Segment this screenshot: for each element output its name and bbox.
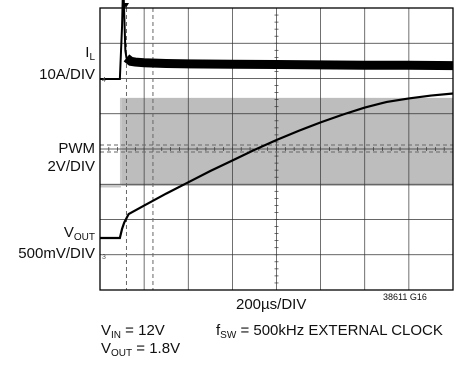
vout-ground-marker: 3 [102, 254, 106, 261]
figure-id: 38611 G16 [383, 292, 427, 302]
vin-main: V [101, 322, 112, 339]
vout-trace-label: VOUT [63, 224, 95, 243]
vout-trace [100, 92, 454, 240]
fsw-value: = 500kHz EXTERNAL CLOCK [236, 322, 443, 339]
vout-cond-sub: OUT [111, 348, 133, 359]
vout-condition: VOUT = 1.8V [101, 340, 181, 359]
vout-label-main: V [63, 224, 74, 241]
fsw-main: f [216, 322, 221, 339]
vout-cond-value: = 1.8V [132, 340, 181, 357]
il-ripple-band [123, 54, 454, 71]
vin-value: = 12V [121, 322, 165, 339]
pwm-trace-label: PWM [58, 140, 95, 157]
il-label-sub: L [89, 52, 95, 63]
fsw-condition: fSW = 500kHz EXTERNAL CLOCK [216, 322, 443, 341]
il-trace-label: IL [85, 44, 95, 63]
pwm-switching-band [120, 97, 453, 186]
vout-label-sub: OUT [73, 232, 95, 243]
il-scale-label: 10A/DIV [39, 66, 95, 83]
pwm-scale-label: 2V/DIV [47, 158, 95, 175]
plot-frame [99, 7, 454, 291]
time-scale-label: 200µs/DIV [236, 296, 307, 313]
vout-scale-label: 500mV/DIV [18, 245, 95, 262]
il-label-main: I [85, 44, 90, 61]
fsw-sub: SW [220, 330, 237, 341]
vin-sub: IN [111, 330, 122, 341]
il-ground-marker: 4 [102, 77, 106, 84]
vin-condition: VIN = 12V [101, 322, 165, 341]
trigger-marker [123, 3, 129, 8]
vout-cond-main: V [101, 340, 112, 357]
